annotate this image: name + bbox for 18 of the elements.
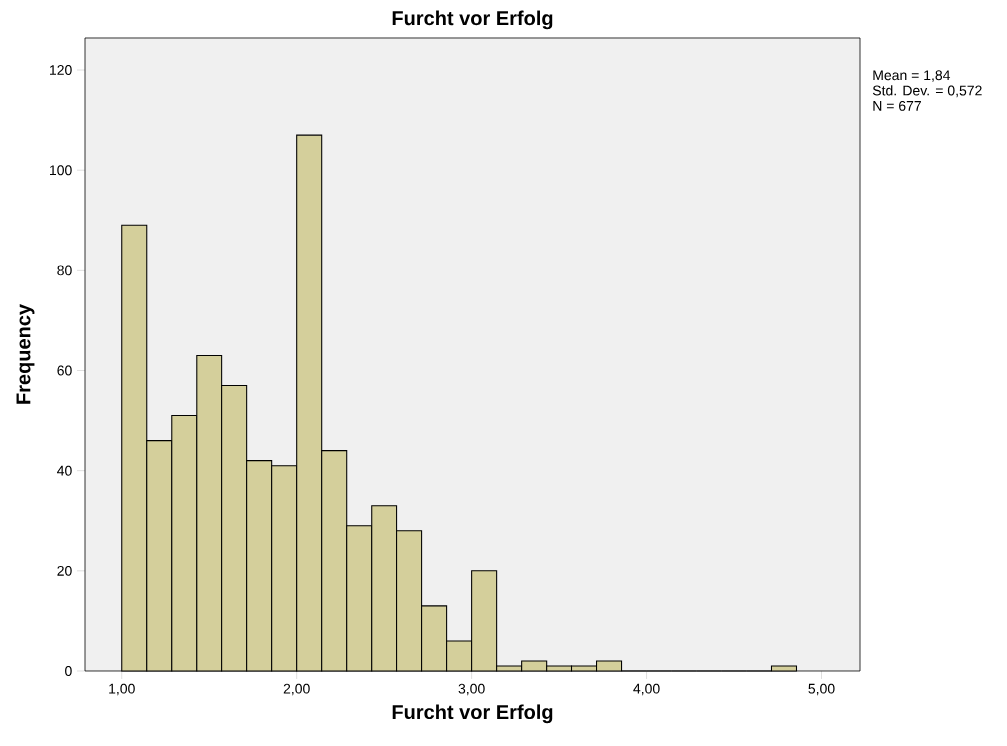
y-tick-label: 0 — [65, 666, 72, 676]
y-tick-label: 40 — [57, 465, 72, 476]
x-tick-label: 2,00 — [283, 683, 310, 696]
text: Mean = 1,84 — [873, 70, 951, 82]
x-tick-label: 1,00 — [109, 683, 135, 696]
text: N = 677 — [873, 100, 921, 111]
x-tick-label: 3,00 — [458, 683, 485, 696]
text: Std. Dev. = 0,572 — [872, 85, 982, 98]
x-tick-label: 5,00 — [808, 683, 835, 696]
y-axis-title: Frequency — [16, 304, 35, 404]
y-tick-label: 20 — [57, 565, 72, 576]
x-axis-title: Furcht vor Erfolg — [392, 704, 553, 724]
y-tick-label: 60 — [57, 365, 72, 376]
y-tick-label: 100 — [50, 165, 72, 176]
chart-title: Furcht vor Erfolg — [392, 10, 553, 30]
x-tick-label: 4,00 — [633, 683, 660, 696]
y-tick-label: 120 — [50, 65, 72, 76]
y-tick-label: 80 — [57, 265, 72, 276]
